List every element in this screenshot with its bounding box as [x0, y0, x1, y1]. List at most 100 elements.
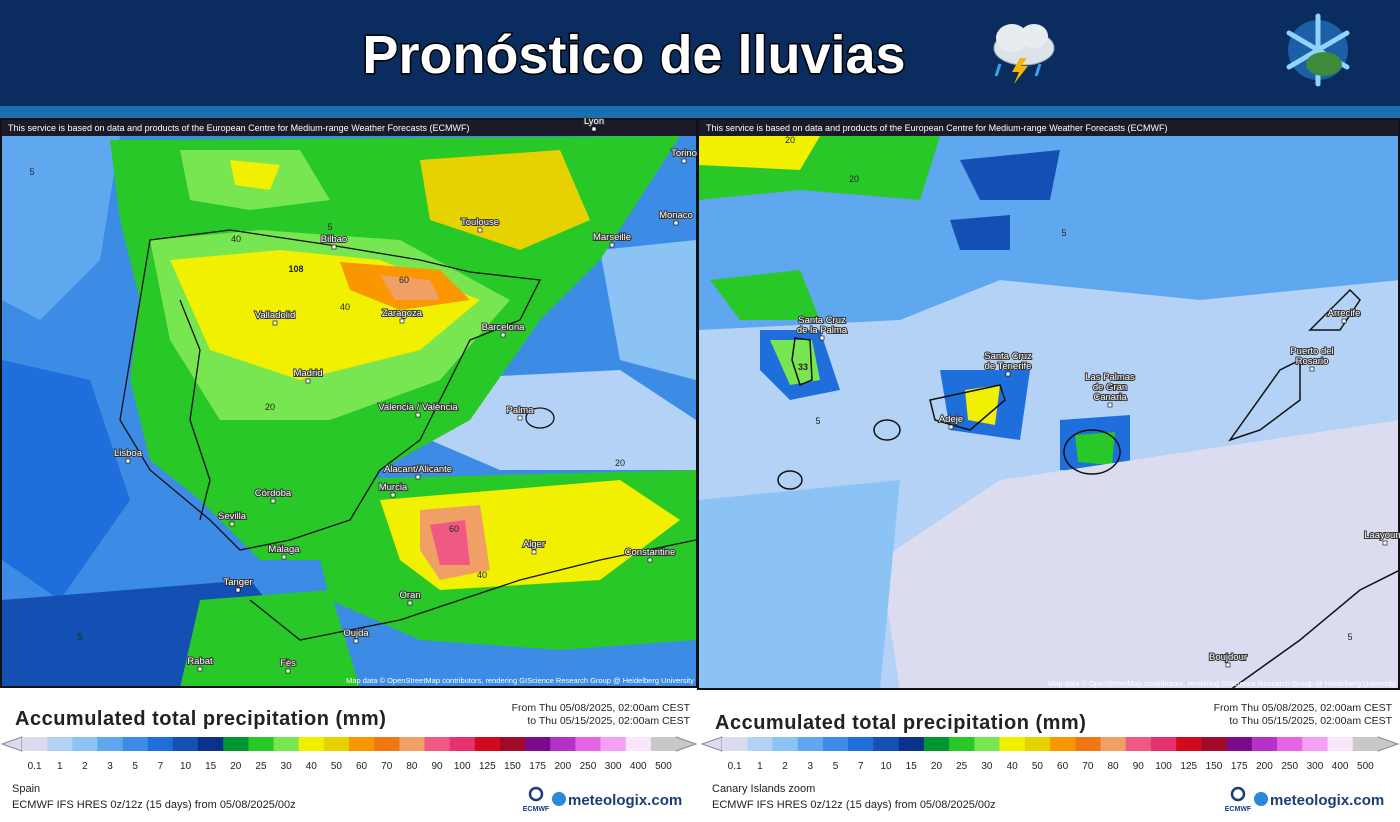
legend-swatch	[1125, 737, 1152, 751]
place-marker	[609, 242, 615, 248]
place-label: Constantine	[625, 547, 676, 558]
place-label: Santa Cruz de la Palma	[797, 315, 848, 336]
place-label: Tanger	[223, 577, 252, 588]
contour-label: 40	[477, 570, 487, 580]
legend-swatch	[600, 737, 627, 751]
legend-swatch	[223, 737, 249, 751]
map-attribution: Map data © OpenStreetMap contributors, r…	[1048, 679, 1396, 688]
legend-swatch	[525, 737, 551, 751]
legend-value: 125	[1180, 761, 1197, 772]
legend-value: 20	[230, 761, 242, 772]
disclaimer: This service is based on data and produc…	[8, 123, 470, 133]
header-title: Pronóstico de lluvias	[362, 25, 905, 85]
legend-value: 30	[981, 761, 993, 772]
legend-swatch	[1327, 737, 1354, 751]
map-canary	[699, 136, 1398, 688]
legend-swatch	[147, 737, 174, 751]
legend-value: 0.1	[728, 761, 742, 772]
place-marker	[305, 378, 311, 384]
place-label: Bilbao	[321, 234, 347, 245]
place-label: Palma	[507, 405, 535, 416]
legend-swatch	[974, 737, 1001, 751]
legend-value: 150	[1206, 761, 1223, 772]
legend-swatch	[650, 737, 677, 751]
contour-label: 20	[615, 458, 625, 468]
place-marker	[681, 158, 687, 164]
legend-swatch	[172, 737, 199, 751]
disclaimer-bar	[2, 120, 696, 136]
legend-value: 250	[580, 761, 597, 772]
legend-arrow-left	[0, 736, 23, 752]
place-marker	[517, 415, 523, 421]
legend-value: 5	[833, 761, 839, 772]
contour-label: 60	[449, 524, 459, 534]
place-label: Oujda	[343, 628, 369, 639]
contour-label: 5	[77, 632, 82, 642]
place-marker	[531, 549, 537, 555]
legend-value: 10	[880, 761, 892, 772]
legend-swatch	[273, 737, 300, 751]
legend-to: to Thu 05/15/2025, 02:00am CEST	[1229, 715, 1392, 727]
legend-from: From Thu 05/08/2025, 02:00am CEST	[1214, 702, 1393, 714]
place-label: Santa Cruz de Tenerife	[984, 351, 1032, 372]
legend-value: 400	[1332, 761, 1349, 772]
legend-value: 300	[605, 761, 622, 772]
place-label: Adeje	[939, 414, 963, 425]
contour-label: 20	[785, 135, 795, 145]
legend-value: 175	[1231, 761, 1248, 772]
legend-value: 100	[454, 761, 471, 772]
legends: Accumulated total precipitation (mm) From…	[0, 702, 1400, 813]
place-label: Alger	[523, 539, 545, 550]
legend-swatch	[1075, 737, 1101, 751]
legend-swatch	[797, 737, 824, 751]
legend-value: 3	[107, 761, 113, 772]
legend-value: 200	[1256, 761, 1273, 772]
place-marker	[415, 474, 421, 480]
legend-value: 40	[1007, 761, 1019, 772]
legend-value: 15	[906, 761, 918, 772]
place-marker	[331, 244, 337, 250]
legend-swatch	[822, 737, 849, 751]
legend-swatch	[1176, 737, 1202, 751]
legend-value: 1	[57, 761, 63, 772]
place-marker	[500, 332, 506, 338]
place-marker	[125, 458, 131, 464]
place-marker	[197, 666, 203, 672]
legend-swatch	[424, 737, 451, 751]
region-name: Spain	[12, 783, 40, 795]
place-label: Marseille	[593, 232, 631, 243]
legend-swatch	[625, 737, 652, 751]
place-marker	[270, 498, 276, 504]
legend-swatch	[374, 737, 400, 751]
legend-value: 1	[757, 761, 763, 772]
legend-value: 40	[306, 761, 318, 772]
legend-swatch	[722, 737, 748, 751]
legend-value: 3	[808, 761, 814, 772]
place-marker	[1309, 366, 1315, 372]
legend-value: 50	[1032, 761, 1044, 772]
map-labels: Toulouse Marseille Monaco Torino Lyon Bilbao V…	[29, 115, 698, 674]
legend-from: From Thu 05/08/2025, 02:00am CEST	[512, 702, 691, 714]
header-strip	[0, 106, 1400, 118]
place-label: Oran	[399, 590, 420, 601]
legend-value: 200	[554, 761, 571, 772]
legend-value: 20	[931, 761, 943, 772]
place-label: Arrecife	[1328, 308, 1361, 319]
legend-swatch	[1277, 737, 1303, 751]
legend-value: 70	[381, 761, 393, 772]
place-marker	[281, 554, 287, 560]
legend-value: 2	[782, 761, 788, 772]
legend-swatch	[1201, 737, 1228, 751]
legend-value: 90	[431, 761, 443, 772]
legend-swatch	[848, 737, 874, 751]
legend-value: 150	[504, 761, 521, 772]
legend-swatch	[122, 737, 149, 751]
place-marker	[647, 557, 653, 563]
contour-label: 5	[327, 222, 332, 232]
legend-swatch	[248, 737, 275, 751]
legend-swatch	[349, 737, 375, 751]
legend-arrow-right	[1377, 736, 1400, 752]
place-label: Toulouse	[461, 217, 499, 228]
